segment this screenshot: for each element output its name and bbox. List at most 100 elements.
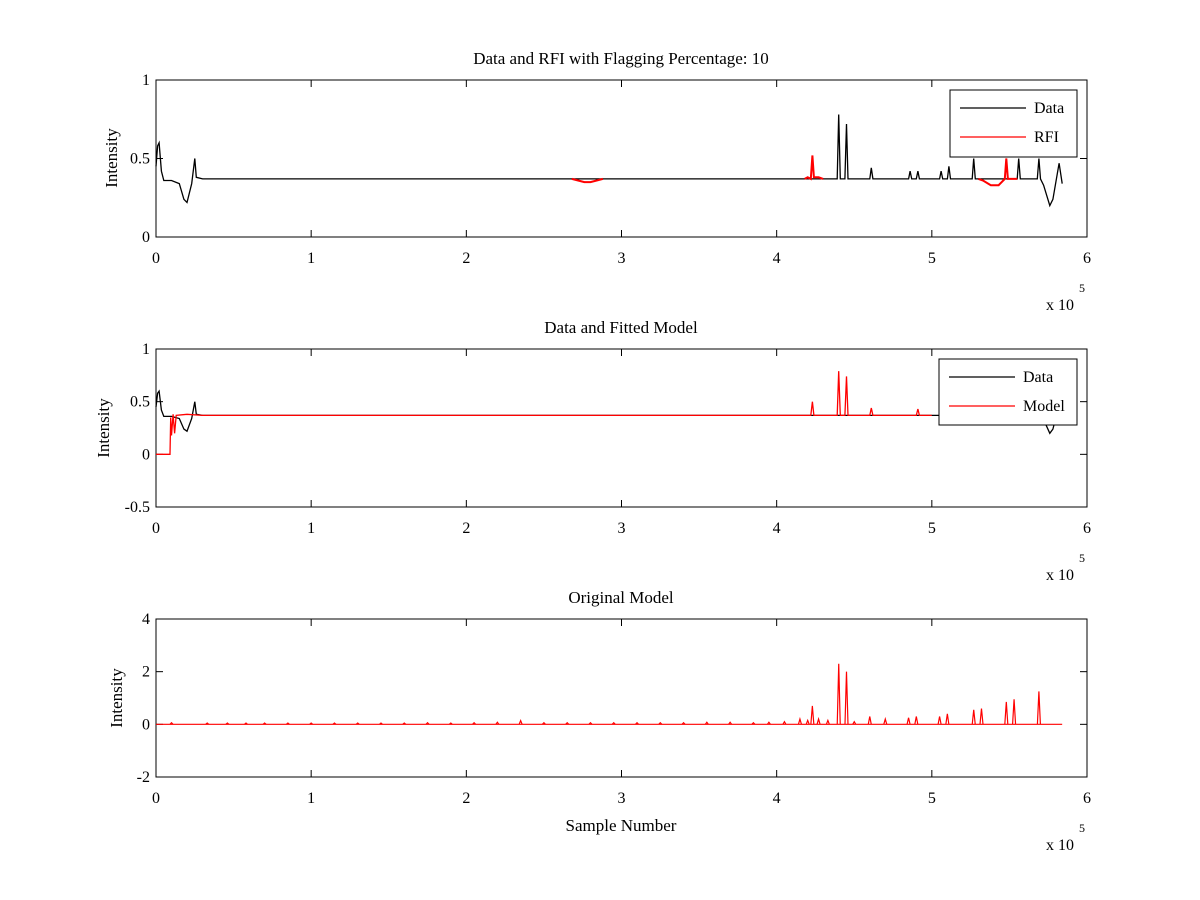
subplot-2: Data and Fitted Model Intensity 0 1 2 3 4 5 6 -… [94, 318, 1091, 584]
series-original-model-spike [541, 721, 546, 725]
y-tick-label: 2 [142, 664, 150, 681]
subplot-2-plot-area: 0 1 2 3 4 5 6-0.500.51 [125, 341, 1091, 537]
x-tick-label: 5 [928, 520, 936, 537]
y-tick-label: -2 [137, 769, 150, 786]
x-tick-label: 0 [152, 250, 160, 267]
x-tick-label: 3 [618, 520, 626, 537]
series-original-model-spike [285, 722, 290, 725]
series-original-model-spike [825, 718, 830, 725]
series-original-model-spike [836, 663, 841, 725]
series-original-model-spike [262, 722, 267, 725]
legend-label-model: Model [1023, 398, 1065, 415]
y-tick-label: -0.5 [125, 499, 150, 516]
series-original-model-spike [565, 721, 570, 725]
series-original-model-spike [518, 719, 523, 725]
series-original-model-spike [810, 705, 815, 725]
x-tick-label: 0 [152, 520, 160, 537]
x-tick-label: 6 [1083, 790, 1091, 807]
subplot-3-x-exponent: 5 [1079, 821, 1085, 835]
subplot-2-legend: Data Model [938, 358, 1078, 426]
y-tick-label: 0.5 [130, 151, 150, 168]
legend-frame [949, 89, 1078, 158]
series-original-model-spike [244, 722, 248, 725]
series-original-model-spike [906, 717, 911, 725]
legend-label-data: Data [1023, 369, 1053, 386]
series-rfi-segment [978, 158, 1018, 187]
series-original-model-spike [914, 716, 919, 725]
series-original-model-spike [448, 722, 453, 725]
y-tick-label: 0 [142, 446, 150, 463]
subplot-1-plot-area: 0 1 2 3 4 5 6 0 0.5 1 [130, 72, 1091, 267]
series-original-model-spike [1011, 699, 1017, 725]
series-original-model-spike [805, 718, 810, 725]
subplot-1-axes-box [155, 79, 1088, 238]
x-tick-label: 4 [773, 790, 781, 807]
x-tick-label: 4 [773, 250, 781, 267]
series-original-model-spike [766, 721, 771, 725]
series-original-model-spike [588, 721, 593, 725]
series-data-line [155, 114, 1063, 208]
series-original-model-spike [844, 671, 849, 725]
subplot-3: Original Model Intensity Sample Number 0… [107, 588, 1091, 854]
subplot-1-x-multiplier: x 10 [1046, 297, 1074, 314]
series-original-model-spike [852, 720, 857, 725]
subplot-1-x-exponent: 5 [1079, 281, 1085, 295]
subplot-3-axes-box [155, 618, 1088, 778]
subplot-3-ylabel: Intensity [107, 668, 126, 728]
x-tick-label: 6 [1083, 520, 1091, 537]
subplot-2-x-exponent: 5 [1079, 551, 1085, 565]
series-original-model-spike [971, 709, 976, 725]
subplot-3-x-multiplier: x 10 [1046, 837, 1074, 854]
subplot-3-xlabel: Sample Number [566, 816, 677, 835]
series-original-model-spike [379, 722, 383, 725]
series-original-model-spike [355, 722, 360, 725]
series-original-model-spike [169, 721, 174, 725]
y-tick-label: 0.5 [130, 394, 150, 411]
series-rfi-segment [804, 155, 824, 181]
series-original-model-spike [797, 716, 803, 725]
y-tick-label: 1 [142, 72, 150, 89]
subplot-1-ylabel: Intensity [102, 128, 121, 188]
x-tick-label: 2 [462, 520, 470, 537]
series-original-model-spike [945, 713, 950, 725]
subplot-2-title: Data and Fitted Model [544, 318, 698, 337]
series-original-model-spike [1004, 701, 1009, 725]
x-tick-label: 1 [307, 790, 315, 807]
x-tick-label: 4 [773, 520, 781, 537]
y-tick-label: 0 [142, 716, 150, 733]
series-original-model-spike [867, 716, 872, 725]
x-tick-label: 5 [928, 250, 936, 267]
series-original-model-spike [728, 721, 733, 725]
series-original-model-spike [205, 722, 210, 725]
subplot-1: Data and RFI with Flagging Percentage: 1… [102, 49, 1091, 314]
x-tick-label: 2 [462, 790, 470, 807]
series-rfi-segment [571, 177, 604, 184]
x-tick-label: 2 [462, 250, 470, 267]
y-tick-label: 0 [142, 229, 150, 246]
series-original-model-spike [495, 721, 500, 725]
x-tick-label: 3 [618, 790, 626, 807]
series-original-model-spike [704, 721, 709, 725]
series-original-model-spike [332, 722, 337, 725]
subplot-2-ylabel: Intensity [94, 398, 113, 458]
series-original-model-spike [402, 722, 407, 725]
series-original-model-spike [472, 721, 477, 725]
series-original-model-spike [937, 716, 942, 725]
legend-frame [938, 358, 1078, 426]
x-tick-label: 1 [307, 250, 315, 267]
x-tick-label: 6 [1083, 250, 1091, 267]
y-tick-label: 1 [142, 341, 150, 358]
x-tick-label: 1 [307, 520, 315, 537]
x-tick-label: 3 [618, 250, 626, 267]
series-original-model-spike [816, 716, 821, 725]
legend-label-rfi: RFI [1034, 129, 1059, 146]
series-original-model-spike [425, 721, 430, 725]
x-tick-label: 5 [928, 790, 936, 807]
subplot-2-x-multiplier: x 10 [1046, 567, 1074, 584]
series-original-model-spike [751, 721, 756, 725]
subplot-3-title: Original Model [568, 588, 674, 607]
series-original-model-spike [635, 721, 639, 725]
series-model-line [156, 371, 932, 455]
